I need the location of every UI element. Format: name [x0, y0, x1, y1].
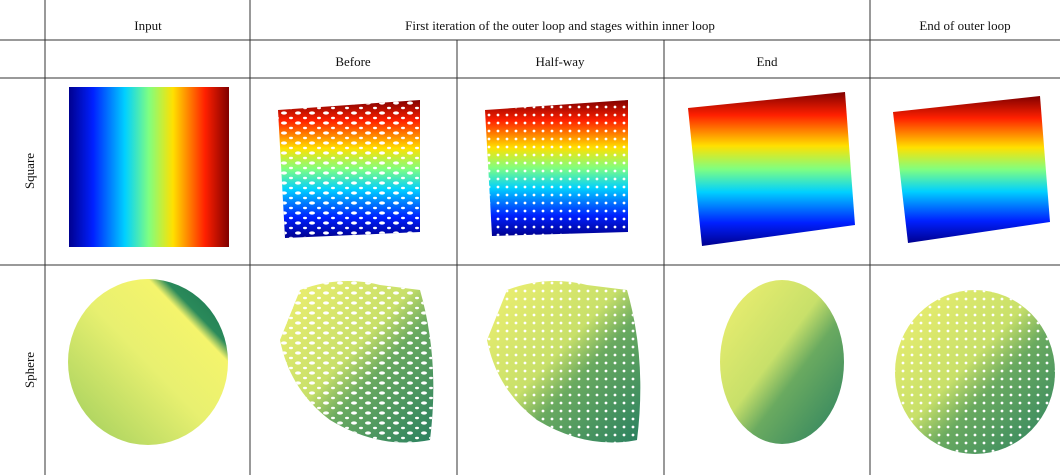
square-end-image [688, 92, 855, 246]
sphere-before-image [280, 281, 434, 443]
sphere-final-image [895, 290, 1055, 454]
subheader: Before [335, 54, 371, 69]
sphere-input-image [68, 279, 228, 445]
subheader: Half-way [535, 54, 585, 69]
square-halfway-image [485, 100, 628, 236]
header: First iteration of the outer loop and st… [405, 18, 715, 33]
subheader: End [757, 54, 778, 69]
sphere-halfway-image [487, 281, 641, 443]
square-input-image [69, 87, 229, 247]
square-final-image [893, 96, 1050, 243]
square-before-image [278, 100, 420, 238]
header: Input [134, 18, 162, 33]
row-label: Sphere [22, 352, 37, 388]
row-label: Square [22, 153, 37, 189]
sphere-end-image [720, 280, 844, 444]
header: End of outer loop [919, 18, 1010, 33]
